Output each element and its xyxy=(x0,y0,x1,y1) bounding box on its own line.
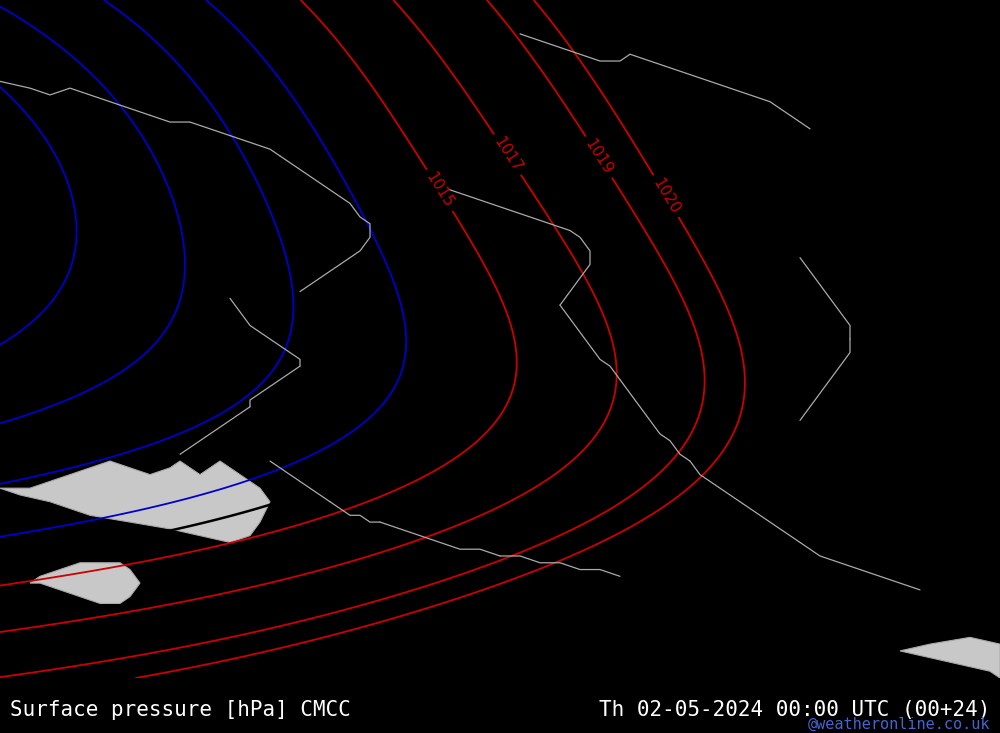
Polygon shape xyxy=(900,637,1000,678)
Polygon shape xyxy=(0,461,270,542)
Text: Surface pressure [hPa] CMCC: Surface pressure [hPa] CMCC xyxy=(10,700,351,720)
Text: 1014: 1014 xyxy=(378,169,410,210)
Text: 1020: 1020 xyxy=(650,176,682,216)
Text: Th 02-05-2024 00:00 UTC (00+24): Th 02-05-2024 00:00 UTC (00+24) xyxy=(599,700,990,720)
Text: @weatheronline.co.uk: @weatheronline.co.uk xyxy=(808,717,990,732)
Text: 1015: 1015 xyxy=(423,170,456,210)
Text: 1019: 1019 xyxy=(582,137,616,177)
Polygon shape xyxy=(30,563,140,603)
Text: 1017: 1017 xyxy=(491,134,524,174)
